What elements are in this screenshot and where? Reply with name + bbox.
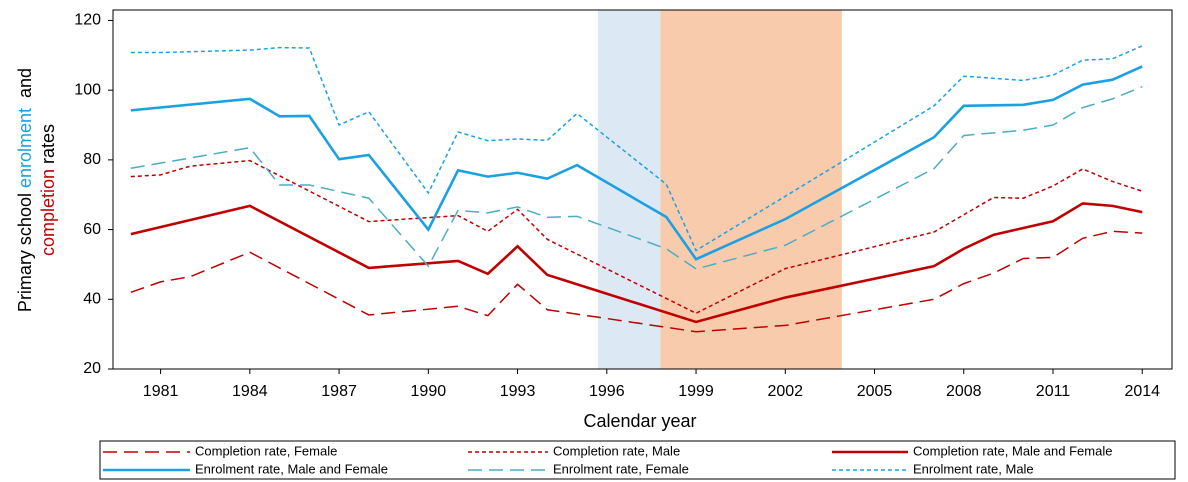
x-tick-label: 2014	[1124, 383, 1160, 400]
legend-label: Completion rate, Female	[195, 443, 337, 458]
x-tick-label: 2002	[767, 383, 803, 400]
x-axis-label: Calendar year	[583, 411, 696, 431]
x-tick-label: 2005	[857, 383, 893, 400]
series-line	[130, 65, 1143, 261]
plot-frame	[112, 9, 1173, 370]
legend-label: Enrolment rate, Male and Female	[195, 461, 388, 476]
y-axis-label-part: and	[15, 68, 35, 108]
x-tick-label: 1981	[143, 383, 179, 400]
y-axis-label-part: enrolment	[15, 108, 35, 188]
y-axis-label-part: completion	[38, 169, 58, 256]
x-tick-label: 1990	[411, 383, 447, 400]
legend-label: Enrolment rate, Male	[913, 461, 1034, 476]
x-tick-label: 2011	[1036, 383, 1071, 400]
legend-label: Completion rate, Male	[553, 443, 680, 458]
legend-label: Enrolment rate, Female	[553, 461, 689, 476]
x-tick-label: 1999	[678, 383, 714, 400]
y-tick-label: 40	[83, 291, 101, 308]
shaded-region	[660, 10, 842, 369]
y-axis-label-part: rates	[38, 124, 58, 169]
shaded-region	[597, 10, 661, 369]
y-axis-label-part: Primary school	[15, 188, 35, 312]
series-line	[130, 230, 1143, 333]
y-tick-label: 100	[74, 81, 101, 98]
series-line	[130, 85, 1143, 270]
x-tick-label: 1996	[589, 383, 625, 400]
x-tick-label: 1987	[321, 383, 357, 400]
y-tick-label: 80	[83, 151, 101, 168]
y-tick-label: 120	[74, 12, 101, 29]
legend-label: Completion rate, Male and Female	[913, 443, 1112, 458]
y-axis-label: Primary school enrolment and completion r…	[15, 68, 58, 312]
x-tick-label: 1984	[232, 383, 268, 400]
x-tick-label: 2008	[946, 383, 982, 400]
series-line	[130, 159, 1143, 315]
y-tick-label: 60	[83, 221, 101, 238]
series-line	[130, 45, 1143, 252]
legend-box	[99, 440, 1176, 480]
x-tick-label: 1993	[500, 383, 536, 400]
series-line	[130, 202, 1143, 324]
legend: Completion rate, Female Completion rate, …	[99, 440, 1176, 480]
y-tick-label: 20	[83, 360, 101, 377]
